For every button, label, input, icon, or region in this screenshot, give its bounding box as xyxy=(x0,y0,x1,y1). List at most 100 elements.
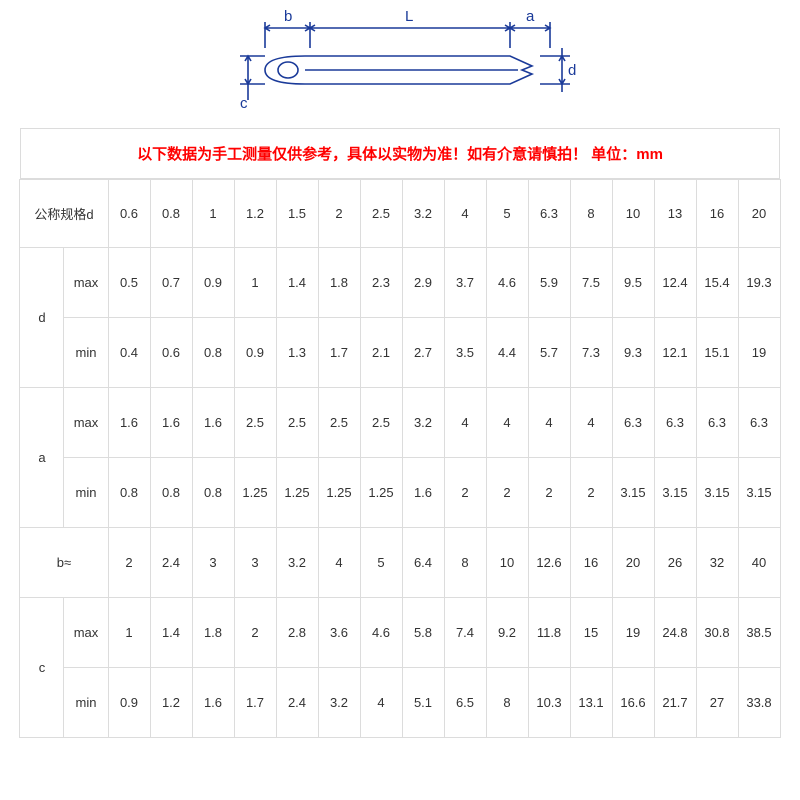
table-cell: 6.3 xyxy=(696,388,738,458)
table-cell: 4 xyxy=(360,668,402,738)
table-cell: 0.8 xyxy=(192,458,234,528)
table-cell: 2.5 xyxy=(234,388,276,458)
table-cell: 7.3 xyxy=(570,318,612,388)
table-cell: 21.7 xyxy=(654,668,696,738)
table-cell: 2 xyxy=(570,458,612,528)
table-cell: 0.4 xyxy=(108,318,150,388)
table-cell: 2 xyxy=(486,458,528,528)
table-cell: 1.3 xyxy=(276,318,318,388)
table-cell: 0.8 xyxy=(108,458,150,528)
sub-label: max xyxy=(64,598,108,668)
dim-label-d: d xyxy=(568,62,576,79)
table-cell: 2 xyxy=(528,458,570,528)
table-cell: 4.4 xyxy=(486,318,528,388)
table-cell: 0.6 xyxy=(150,318,192,388)
table-cell: 2 xyxy=(318,180,360,248)
table-cell: 3 xyxy=(234,528,276,598)
table-cell: 10 xyxy=(612,180,654,248)
table-cell: 8 xyxy=(570,180,612,248)
table-cell: 1.4 xyxy=(150,598,192,668)
table-cell: 33.8 xyxy=(738,668,780,738)
table-cell: 15.1 xyxy=(696,318,738,388)
table-cell: 2.4 xyxy=(150,528,192,598)
table-cell: 5.1 xyxy=(402,668,444,738)
table-cell: 2.8 xyxy=(276,598,318,668)
table-cell: 15 xyxy=(570,598,612,668)
table-cell: 1.7 xyxy=(234,668,276,738)
table-cell: 6.3 xyxy=(654,388,696,458)
table-cell: 1 xyxy=(234,248,276,318)
table-cell: 27 xyxy=(696,668,738,738)
table-cell: 0.9 xyxy=(192,248,234,318)
table-cell: 0.9 xyxy=(108,668,150,738)
sub-label: min xyxy=(64,458,108,528)
sub-label: max xyxy=(64,248,108,318)
table-cell: 12.1 xyxy=(654,318,696,388)
dim-label-a: a xyxy=(526,8,535,25)
table-cell: 2.7 xyxy=(402,318,444,388)
table-cell: 0.8 xyxy=(150,458,192,528)
dim-label-c: c xyxy=(240,95,248,112)
table-cell: 4 xyxy=(486,388,528,458)
table-cell: 9.5 xyxy=(612,248,654,318)
table-row: min0.40.60.80.91.31.72.12.73.54.45.77.39… xyxy=(20,318,780,388)
table-cell: 6.5 xyxy=(444,668,486,738)
table-row: cmax11.41.822.83.64.65.87.49.211.8151924… xyxy=(20,598,780,668)
table-cell: 3.15 xyxy=(612,458,654,528)
table-cell: 1.25 xyxy=(276,458,318,528)
table-cell: 0.8 xyxy=(192,318,234,388)
table-cell: 3.2 xyxy=(318,668,360,738)
dim-label-b: b xyxy=(284,8,292,25)
table-cell: 38.5 xyxy=(738,598,780,668)
table-cell: 26 xyxy=(654,528,696,598)
table-cell: 12.4 xyxy=(654,248,696,318)
cotter-pin-diagram: b L a d c xyxy=(210,8,590,118)
table-cell: 1.5 xyxy=(276,180,318,248)
table-cell: 10.3 xyxy=(528,668,570,738)
table-cell: 1.4 xyxy=(276,248,318,318)
table-cell: 19.3 xyxy=(738,248,780,318)
table-cell: 1 xyxy=(108,598,150,668)
diagram-area: b L a d c xyxy=(0,0,800,120)
table-cell: 1.6 xyxy=(192,388,234,458)
table-cell: 20 xyxy=(612,528,654,598)
notice-bar: 以下数据为手工测量仅供参考，具体以实物为准！如有介意请慎拍！ 单位：mm xyxy=(20,128,780,179)
spec-table: 公称规格d0.60.811.21.522.53.2456.3810131620d… xyxy=(19,179,780,738)
table-cell: 5.7 xyxy=(528,318,570,388)
table-cell: 1.2 xyxy=(234,180,276,248)
table-cell: 1.2 xyxy=(150,668,192,738)
table-cell: 15.4 xyxy=(696,248,738,318)
table-cell: 6.3 xyxy=(528,180,570,248)
table-cell: 5.8 xyxy=(402,598,444,668)
table-cell: 6.3 xyxy=(612,388,654,458)
table-cell: 0.5 xyxy=(108,248,150,318)
table-cell: 1.6 xyxy=(402,458,444,528)
table-cell: 4.6 xyxy=(360,598,402,668)
table-cell: 32 xyxy=(696,528,738,598)
table-cell: 8 xyxy=(486,668,528,738)
table-cell: 3.6 xyxy=(318,598,360,668)
table-cell: 19 xyxy=(612,598,654,668)
table-row: amax1.61.61.62.52.52.52.53.244446.36.36.… xyxy=(20,388,780,458)
table-row: dmax0.50.70.911.41.82.32.93.74.65.97.59.… xyxy=(20,248,780,318)
table-cell: 3.2 xyxy=(276,528,318,598)
table-cell: 5 xyxy=(360,528,402,598)
table-cell: 12.6 xyxy=(528,528,570,598)
table-cell: 2 xyxy=(108,528,150,598)
table-cell: 6.4 xyxy=(402,528,444,598)
table-cell: 3.15 xyxy=(696,458,738,528)
dim-label-L: L xyxy=(405,8,413,25)
table-cell: 1.25 xyxy=(318,458,360,528)
table-cell: 40 xyxy=(738,528,780,598)
table-row: 公称规格d0.60.811.21.522.53.2456.3810131620 xyxy=(20,180,780,248)
sub-label: min xyxy=(64,668,108,738)
table-cell: 16 xyxy=(696,180,738,248)
table-cell: 3.2 xyxy=(402,180,444,248)
table-cell: 1.8 xyxy=(192,598,234,668)
table-cell: 3 xyxy=(192,528,234,598)
sub-label: max xyxy=(64,388,108,458)
spec-table-body: 公称规格d0.60.811.21.522.53.2456.3810131620d… xyxy=(20,180,780,738)
nominal-label: 公称规格d xyxy=(20,180,108,248)
table-cell: 0.7 xyxy=(150,248,192,318)
table-cell: 1.25 xyxy=(234,458,276,528)
